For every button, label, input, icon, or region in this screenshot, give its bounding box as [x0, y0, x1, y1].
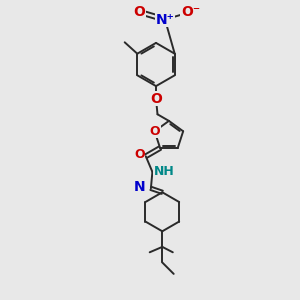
- Text: NH: NH: [154, 165, 175, 178]
- Text: N⁺: N⁺: [156, 13, 174, 26]
- Text: O⁻: O⁻: [181, 5, 200, 19]
- Text: O: O: [149, 125, 160, 138]
- Text: O: O: [134, 148, 145, 161]
- Text: O: O: [150, 92, 162, 106]
- Text: N: N: [134, 180, 146, 194]
- Text: O: O: [134, 5, 146, 19]
